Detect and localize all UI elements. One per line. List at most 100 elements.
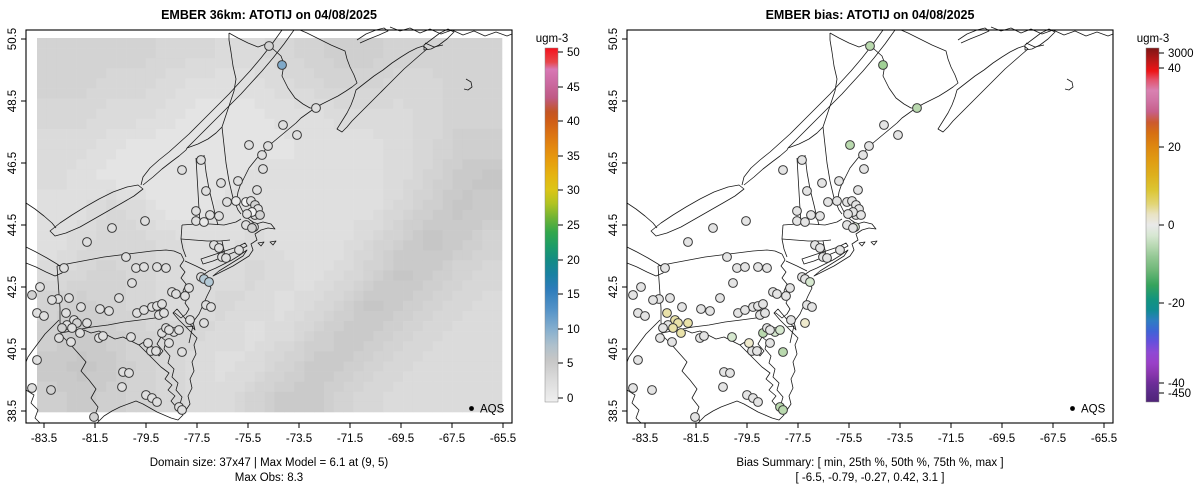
- station-point: [718, 382, 728, 392]
- station-point: [278, 120, 288, 130]
- map-outline-anticosti: [424, 42, 444, 48]
- station-point: [89, 412, 99, 422]
- colorbar-tick-label: 20: [567, 255, 580, 267]
- station-point: [628, 290, 638, 300]
- x-tick-label: -71.5: [938, 433, 964, 445]
- station-point: [699, 331, 709, 341]
- station-point: [753, 397, 763, 407]
- station-point: [244, 140, 254, 150]
- x-tick-label: -69.5: [989, 433, 1015, 445]
- station-point: [765, 325, 775, 335]
- y-tick-label: 40.5: [608, 338, 620, 360]
- y-tick-label: 42.5: [608, 276, 620, 298]
- station-point: [184, 283, 194, 293]
- colorbar-tick-label: 0: [1168, 220, 1174, 232]
- station-point: [696, 304, 706, 314]
- station-point: [104, 306, 114, 316]
- map-outline-ohio-river: [25, 319, 60, 363]
- station-point: [234, 245, 244, 255]
- station-point: [845, 140, 855, 150]
- station-point: [683, 237, 693, 247]
- station-point: [762, 263, 772, 273]
- colorbar-tick-label: -450: [1168, 388, 1191, 400]
- map-outline-coast-main: [697, 29, 959, 424]
- station-point: [722, 252, 732, 262]
- station-point: [292, 130, 302, 140]
- map-outline-ohio-river: [626, 319, 661, 363]
- map-outline-sable-hook: [1064, 78, 1074, 91]
- station-point: [843, 209, 853, 219]
- map-outline-lake-ontario: [49, 184, 144, 237]
- station-point: [39, 311, 49, 321]
- map-outline-nj-ny-border: [184, 260, 207, 272]
- station-point: [760, 308, 770, 318]
- station-point: [677, 302, 687, 312]
- station-point: [665, 293, 675, 303]
- right-colorbar-units-label: ugm-3: [1136, 33, 1170, 45]
- x-tick-label: -77.5: [785, 433, 811, 445]
- station-point: [27, 290, 37, 300]
- station-point: [832, 196, 842, 206]
- station-point: [744, 338, 754, 348]
- station-point: [815, 243, 825, 253]
- station-point: [640, 311, 650, 321]
- map-outline-sable-hook: [463, 78, 473, 91]
- station-point: [27, 383, 37, 393]
- map-outline-stl-south-bank: [787, 29, 896, 149]
- station-point: [151, 346, 161, 356]
- station-point: [117, 382, 127, 392]
- station-point: [180, 291, 190, 301]
- station-point: [159, 308, 169, 318]
- station-point: [114, 293, 124, 303]
- station-point: [864, 141, 874, 151]
- x-tick-label: -69.5: [388, 433, 414, 445]
- x-tick-label: -81.5: [82, 433, 108, 445]
- colorbar-tick-label: -20: [1168, 298, 1185, 310]
- station-point: [54, 333, 64, 343]
- x-tick-label: -79.5: [133, 433, 159, 445]
- station-point: [196, 155, 206, 165]
- station-point: [834, 176, 844, 186]
- station-point: [252, 185, 262, 195]
- station-point: [139, 305, 149, 315]
- station-point: [725, 368, 735, 378]
- map-outline-maine-north-border: [228, 32, 315, 109]
- colorbar-tick-label: 40: [1168, 63, 1181, 75]
- station-point: [191, 216, 201, 226]
- station-point: [648, 295, 658, 305]
- colorbar-tick-label: 10: [567, 324, 580, 336]
- x-tick-label: -67.5: [1040, 433, 1066, 445]
- y-tick-label: 50.5: [7, 28, 19, 50]
- station-point: [715, 293, 725, 303]
- station-point: [781, 291, 791, 301]
- station-point: [628, 383, 638, 393]
- station-point: [792, 216, 802, 226]
- left-panel-title: EMBER 36km: ATOTIJ on 04/08/2025: [161, 8, 377, 22]
- map-outline-cape-breton: [423, 28, 455, 51]
- station-point: [242, 209, 252, 219]
- left-caption-line2: Max Obs: 8.3: [234, 472, 304, 484]
- map-outline-ma-north-border: [782, 218, 843, 226]
- station-point: [741, 216, 751, 226]
- station-point: [758, 299, 768, 309]
- station-point: [107, 223, 117, 233]
- station-point: [705, 306, 715, 316]
- colorbar-tick-label: 50: [567, 47, 580, 59]
- map-outline-va-sw-lines: [626, 389, 642, 424]
- colorbar-tick-label: 25: [567, 220, 580, 232]
- right-map-panel: -83.5 -81.5 -79.5 -77.5 -75.5 -73.5 -71.5 -69.5…: [608, 26, 1194, 445]
- station-point: [164, 338, 174, 348]
- station-point: [32, 355, 42, 365]
- x-tick-label: -83.5: [632, 433, 658, 445]
- colorbar-tick-label: 3000: [1168, 48, 1194, 60]
- station-point: [636, 282, 646, 292]
- station-point: [853, 185, 863, 195]
- station-point: [206, 302, 216, 312]
- station-point: [785, 283, 795, 293]
- station-point: [802, 186, 812, 196]
- map-outline-ma-ny-border: [781, 224, 784, 240]
- station-point: [131, 263, 141, 273]
- station-point: [57, 323, 67, 333]
- map-outline-nj-ny-border: [785, 260, 808, 272]
- station-point: [76, 302, 86, 312]
